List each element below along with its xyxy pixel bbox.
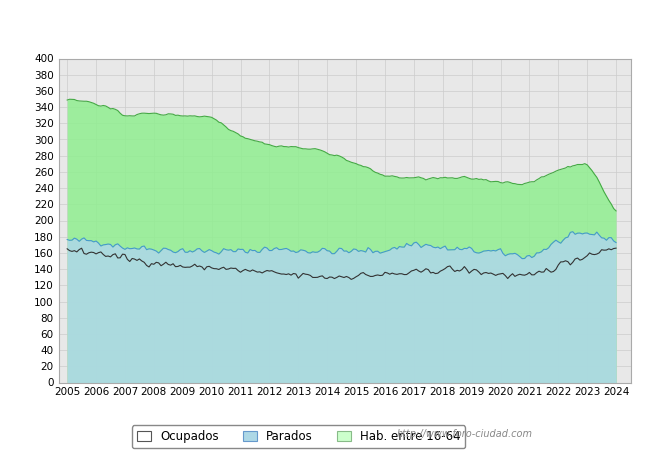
Legend: Ocupados, Parados, Hab. entre 16-64: Ocupados, Parados, Hab. entre 16-64	[132, 425, 465, 448]
Text: http://www.foro-ciudad.com: http://www.foro-ciudad.com	[397, 429, 533, 439]
Text: Culla - Evolucion de la poblacion en edad de Trabajar Mayo de 2024: Culla - Evolucion de la poblacion en eda…	[76, 19, 574, 35]
